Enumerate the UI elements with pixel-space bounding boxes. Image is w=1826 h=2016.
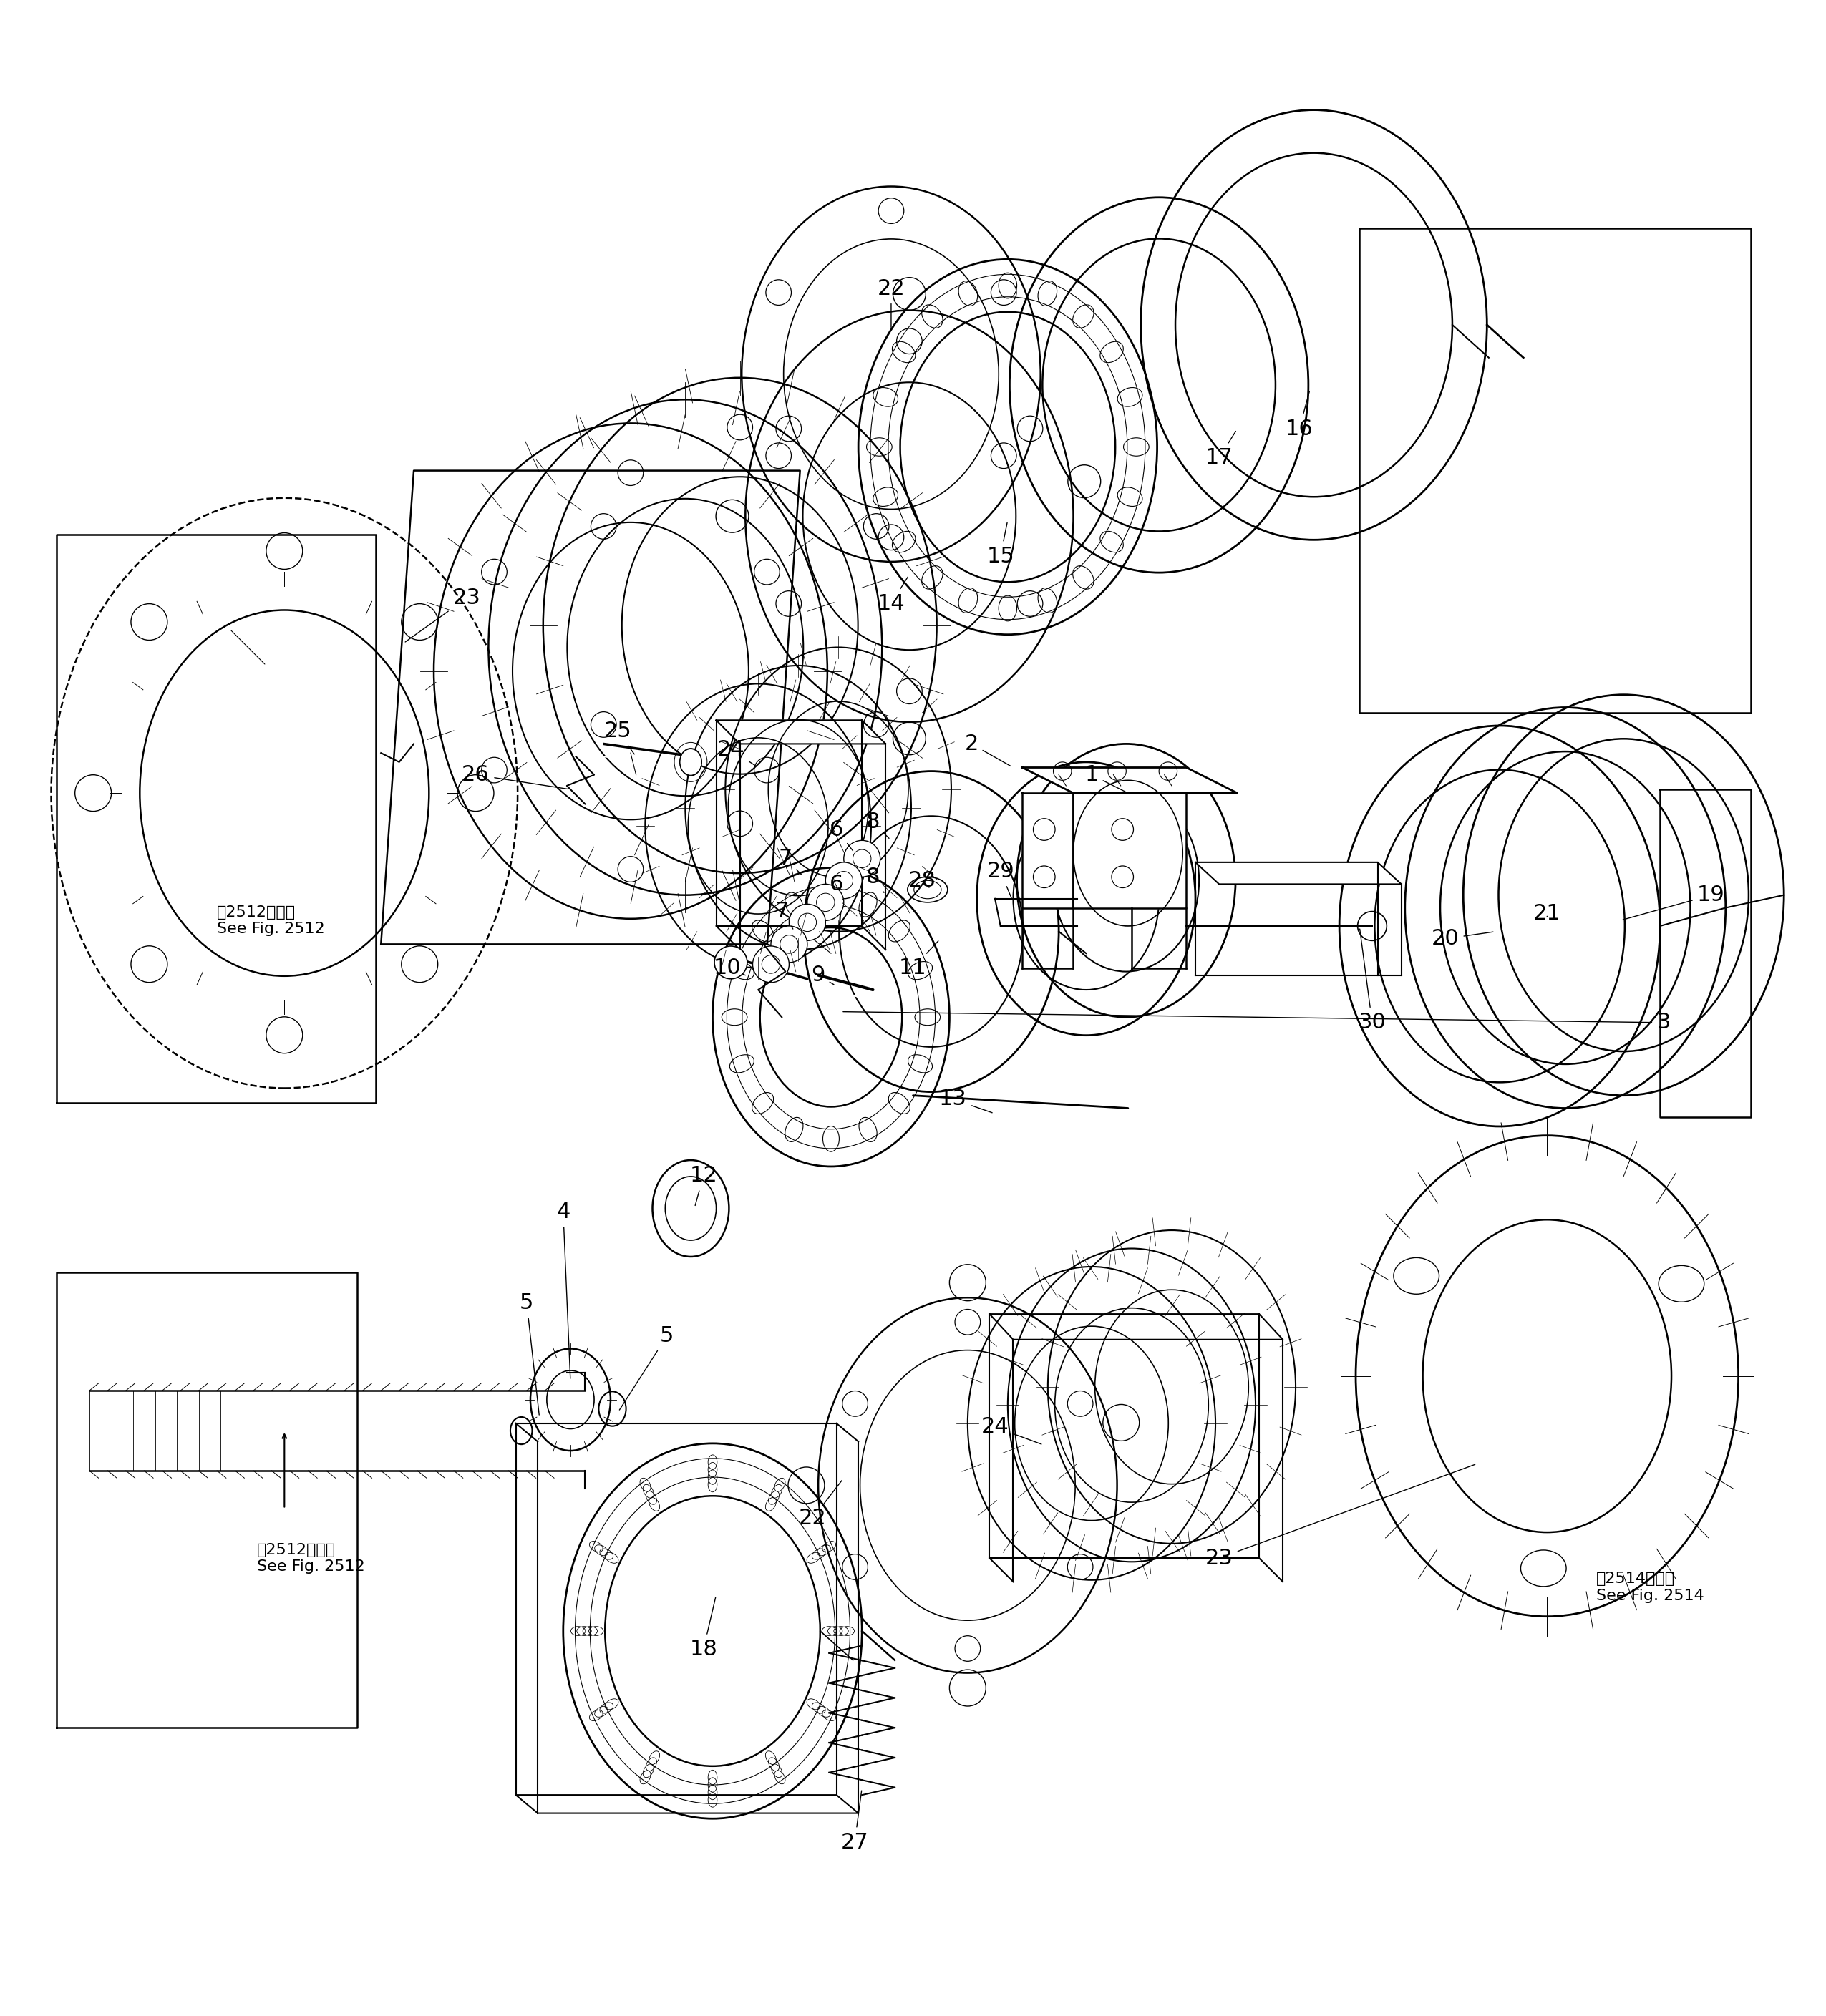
Text: 1: 1 (1085, 764, 1125, 792)
Text: 30: 30 (1359, 929, 1386, 1032)
Text: 24: 24 (981, 1417, 1041, 1443)
Text: 10: 10 (714, 958, 745, 978)
Text: 20: 20 (1432, 929, 1494, 950)
Text: 22: 22 (876, 278, 906, 327)
Text: 17: 17 (1205, 431, 1236, 468)
Text: 28: 28 (908, 871, 937, 891)
Polygon shape (990, 1314, 1284, 1339)
Polygon shape (1074, 792, 1187, 907)
Circle shape (807, 885, 844, 921)
Text: 23: 23 (405, 589, 480, 641)
Circle shape (752, 946, 789, 982)
Text: 7: 7 (774, 901, 792, 929)
Text: 15: 15 (986, 522, 1013, 566)
Text: 5: 5 (619, 1327, 674, 1409)
Text: 6: 6 (829, 818, 853, 851)
Text: 第2512図参照
See Fig. 2512: 第2512図参照 See Fig. 2512 (217, 905, 325, 935)
Text: 21: 21 (1534, 903, 1561, 923)
Text: 25: 25 (604, 722, 634, 754)
Polygon shape (716, 720, 886, 744)
Text: 8: 8 (866, 812, 889, 839)
Text: 19: 19 (1623, 885, 1726, 919)
Text: 9: 9 (811, 966, 834, 986)
Circle shape (789, 903, 825, 941)
Text: 12: 12 (690, 1165, 718, 1206)
Polygon shape (1023, 792, 1074, 907)
Circle shape (825, 863, 862, 899)
Circle shape (771, 925, 807, 962)
Polygon shape (1196, 863, 1401, 885)
Text: 22: 22 (800, 1480, 842, 1528)
Text: 第2514図参照
See Fig. 2514: 第2514図参照 See Fig. 2514 (1596, 1572, 1704, 1603)
Circle shape (714, 946, 747, 980)
Text: 18: 18 (690, 1597, 718, 1659)
Text: 26: 26 (462, 764, 568, 788)
Text: 5: 5 (520, 1292, 539, 1415)
Text: 6: 6 (829, 873, 844, 899)
Text: 2: 2 (964, 734, 1010, 766)
Text: 7: 7 (778, 849, 802, 875)
Text: 4: 4 (557, 1202, 570, 1379)
Text: 14: 14 (876, 577, 908, 615)
Text: 29: 29 (986, 861, 1013, 899)
Text: 8: 8 (866, 867, 884, 893)
Ellipse shape (679, 748, 701, 776)
Text: 24: 24 (718, 740, 756, 766)
Text: 第2512図参照
See Fig. 2512: 第2512図参照 See Fig. 2512 (257, 1542, 365, 1574)
Text: 27: 27 (840, 1790, 869, 1853)
Text: 13: 13 (939, 1089, 992, 1113)
Text: 11: 11 (898, 941, 939, 978)
Circle shape (844, 841, 880, 877)
Text: 3: 3 (844, 1012, 1671, 1032)
Text: 23: 23 (1205, 1464, 1475, 1568)
Polygon shape (1023, 768, 1238, 792)
Text: 16: 16 (1286, 391, 1313, 439)
